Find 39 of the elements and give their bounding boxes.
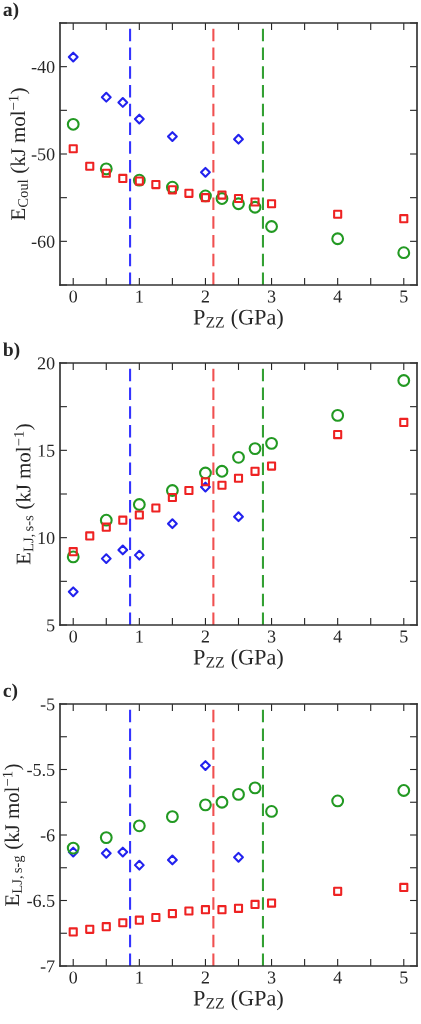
x-tick-label: 5: [400, 971, 408, 984]
y-tick-label: -40: [31, 60, 55, 74]
y-axis-title: E$_{LJ,s-g}$ (kJ mol$^{−1}$): [2, 764, 26, 906]
text: a): [3, 2, 19, 21]
x-tick-label: 4: [333, 630, 342, 643]
x-tick-label: 5: [400, 630, 408, 643]
x-tick-label: 2: [201, 630, 209, 643]
x-tick-label: 3: [267, 290, 276, 303]
y-axis-title: E$_{LJ,s-s}$ (kJ mol$^{−1}$): [14, 424, 36, 565]
y-tick-label: 5: [47, 619, 55, 632]
y-tick-label: -5.5: [27, 763, 55, 777]
x-tick-label: 4: [333, 290, 342, 303]
y-tick-label: -5: [40, 698, 55, 711]
x-axis-title: P$_{ZZ}$ (GPa): [193, 309, 283, 330]
x-tick-label: 0: [69, 971, 78, 984]
x-tick-label: 2: [201, 290, 209, 303]
y-tick-label: -6.5: [27, 894, 55, 908]
x-tick-label: 1: [136, 971, 143, 984]
y-tick-label: -7: [40, 960, 55, 973]
text: b): [3, 342, 20, 361]
x-tick-label: 0: [69, 290, 78, 303]
y-tick-label: -50: [31, 148, 55, 161]
y-tick-label: 10: [38, 531, 55, 545]
x-tick-label: 2: [201, 971, 209, 984]
x-axis-title: P$_{ZZ}$ (GPa): [193, 990, 283, 1011]
text: c): [3, 683, 18, 702]
x-axis-title: P$_{ZZ}$ (GPa): [193, 649, 283, 670]
y-tick-label: -60: [31, 235, 55, 248]
x-tick-label: 4: [333, 971, 342, 984]
x-tick-label: 0: [69, 630, 78, 643]
y-tick-label: 15: [38, 444, 55, 457]
x-tick-label: 1: [136, 630, 143, 643]
x-tick-label: 1: [136, 290, 143, 303]
y-tick-label: -6: [40, 829, 55, 842]
y-tick-label: 20: [37, 357, 55, 370]
x-tick-label: 3: [267, 630, 276, 643]
x-tick-label: 5: [400, 290, 408, 303]
y-axis-title: E$_{Coul}$ (kJ mol$^{−1}$): [8, 88, 30, 220]
x-tick-label: 3: [267, 971, 276, 984]
